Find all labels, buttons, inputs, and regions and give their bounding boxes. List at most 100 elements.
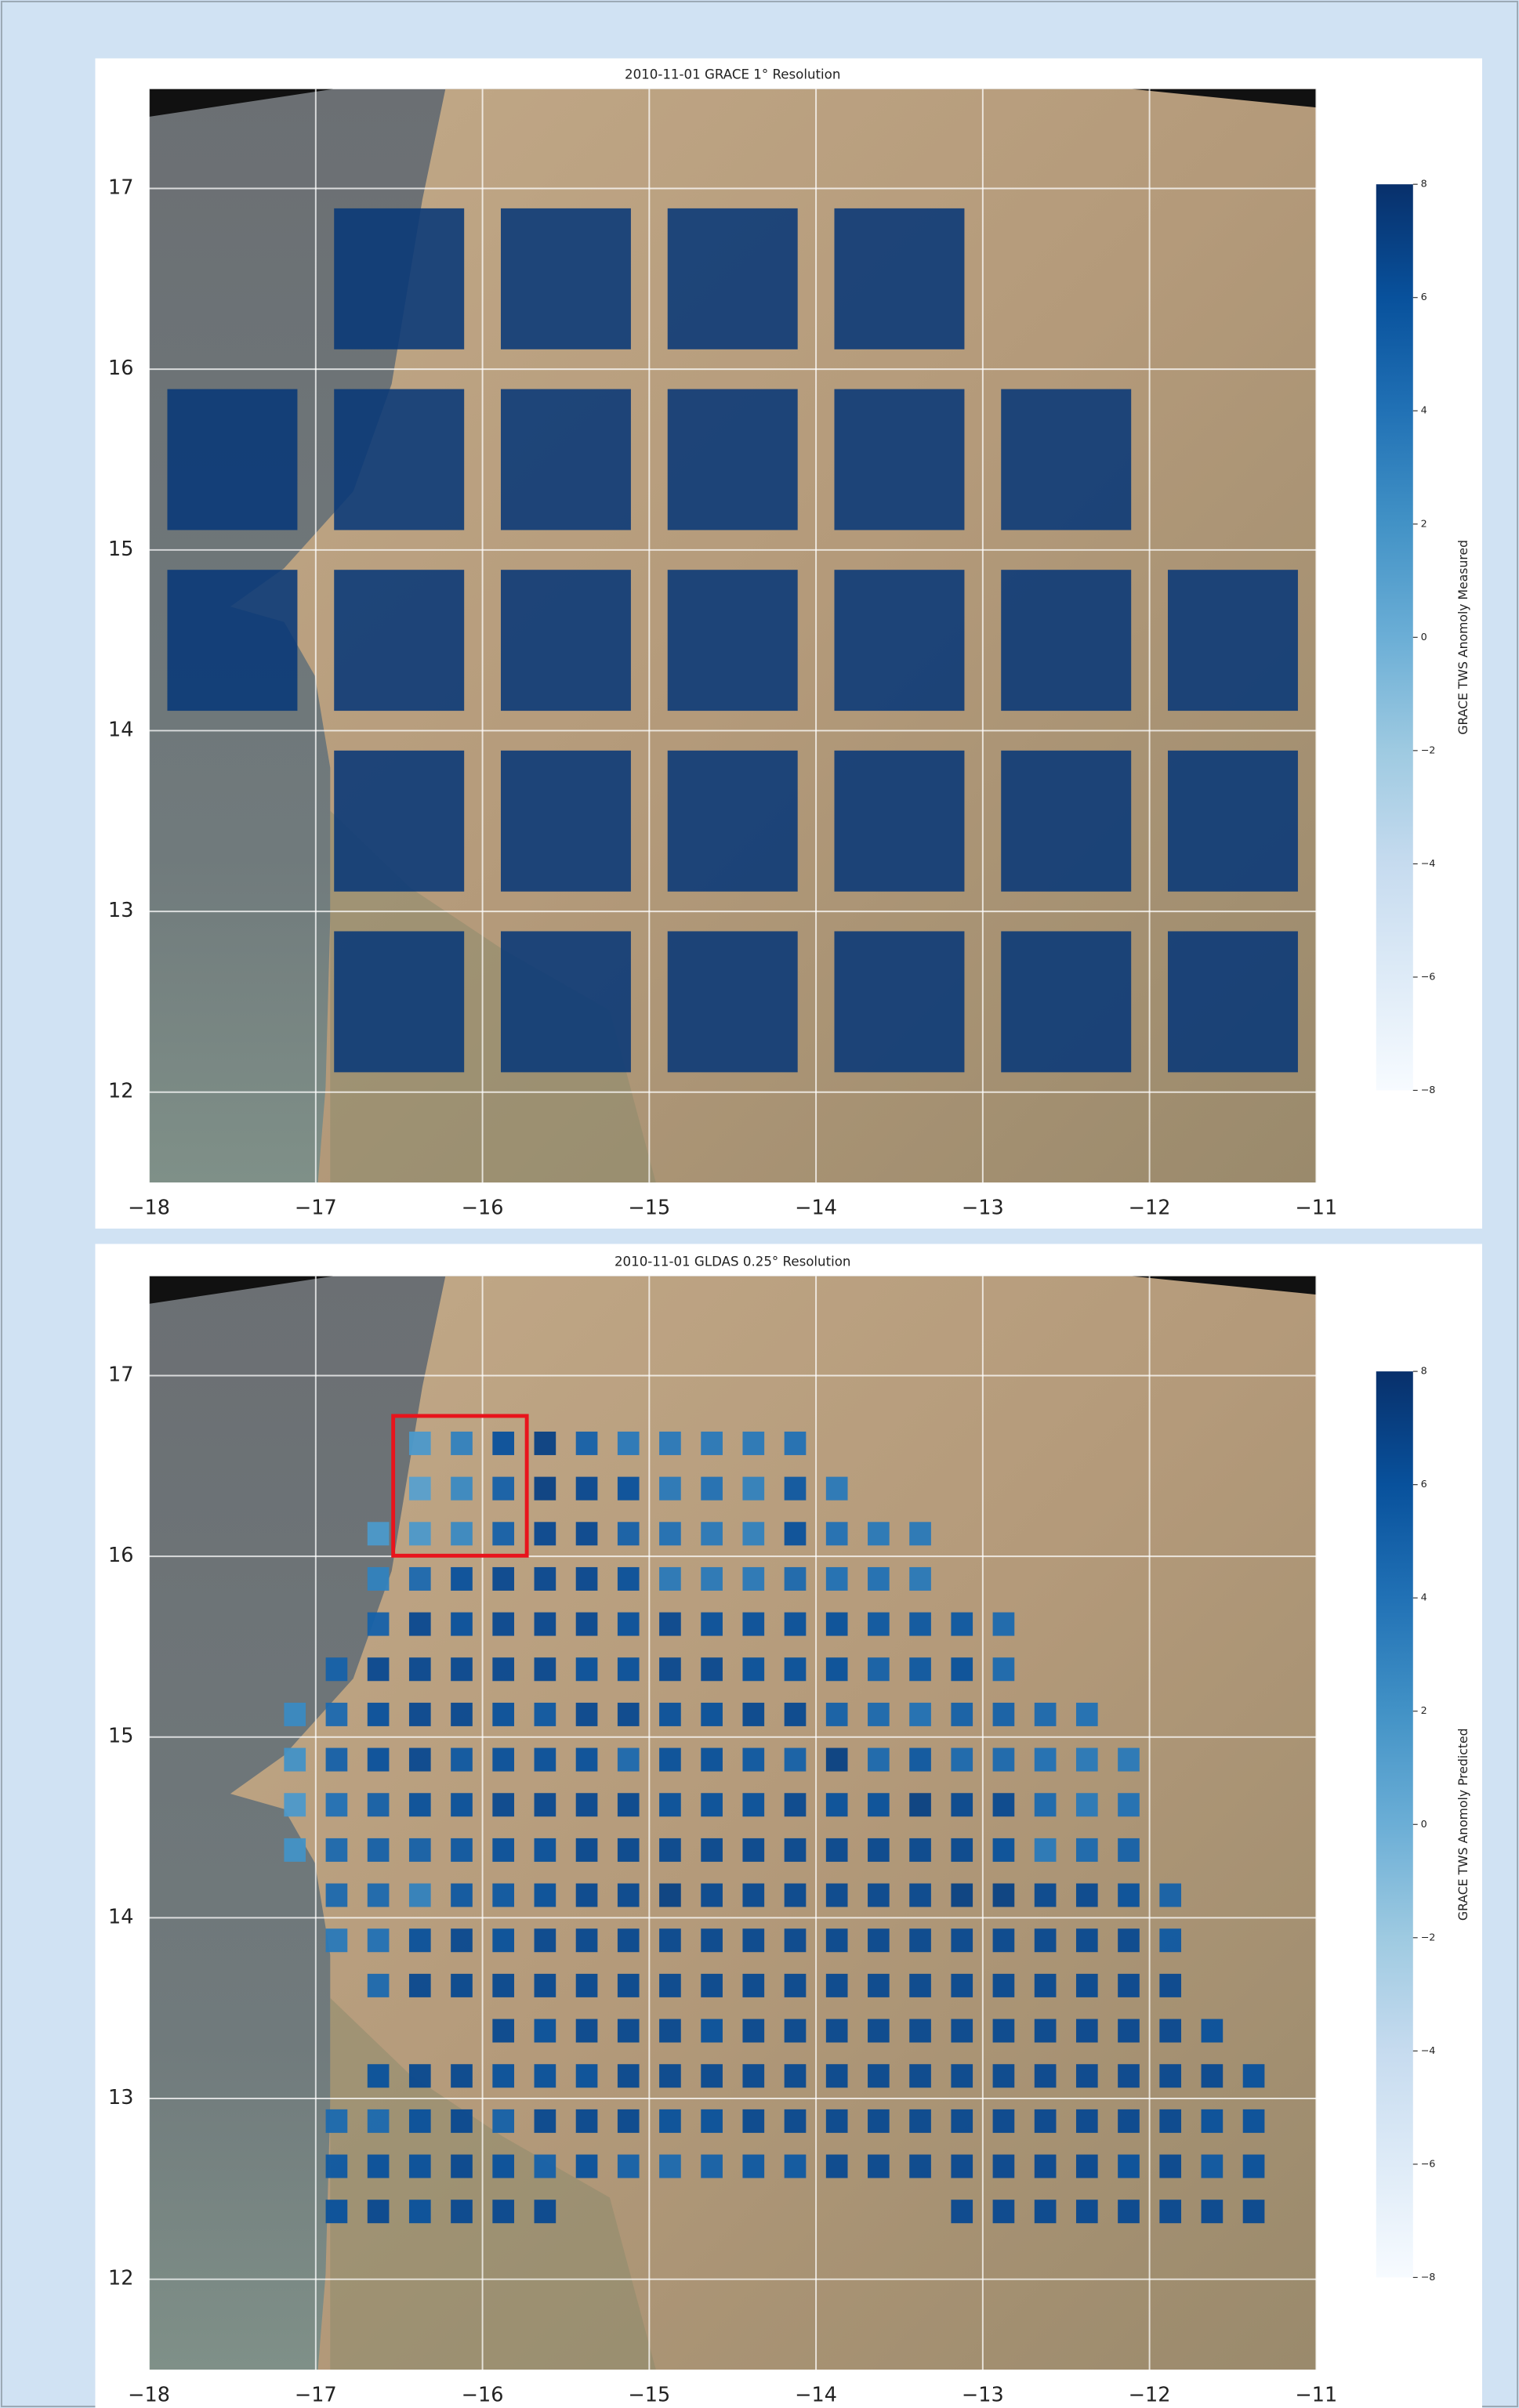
grid-cell — [576, 1884, 598, 1907]
grid-cell — [535, 2155, 556, 2178]
grid-cell — [535, 1657, 556, 1681]
grid-cell — [993, 1613, 1015, 1636]
colorbar-tick-label: −6 — [1421, 971, 1436, 983]
grid-cell — [618, 1974, 640, 1997]
grid-cell — [868, 1793, 890, 1816]
grid-cell — [742, 1657, 764, 1681]
grid-cell — [492, 1974, 514, 1997]
grid-cell — [334, 931, 464, 1072]
grid-cell — [409, 1477, 431, 1501]
grid-cell — [576, 1432, 598, 1455]
grid-cell — [701, 1748, 723, 1772]
grid-cell — [618, 1928, 640, 1952]
grid-cell — [742, 1522, 764, 1545]
page: 2010-11-01 GRACE 1° Resolution GRACE TWS… — [0, 0, 1519, 2408]
grid-cell — [659, 1477, 681, 1501]
grid-cell — [501, 389, 631, 530]
grid-cell — [1001, 570, 1131, 711]
y-tick-label: 16 — [108, 1544, 133, 1567]
grid-cell — [909, 1657, 931, 1681]
y-tick-label: 16 — [108, 357, 133, 380]
grid-cell — [618, 1613, 640, 1636]
grid-cell — [451, 1567, 473, 1591]
colorbar-label: GRACE TWS Anomoly Measured — [1456, 540, 1470, 735]
grid-cell — [334, 389, 464, 530]
grid-cell — [868, 1703, 890, 1726]
grid-cell — [167, 389, 297, 530]
grid-cell — [535, 2019, 556, 2043]
grid-cell — [326, 2200, 348, 2223]
basemap — [149, 1276, 1316, 2370]
grid-cell — [951, 1928, 973, 1952]
grid-cell — [993, 2200, 1015, 2223]
grid-cell — [492, 2155, 514, 2178]
grid-cell — [659, 1928, 681, 1952]
grid-cell — [535, 2200, 556, 2223]
grid-cell — [451, 2109, 473, 2133]
grid-cell — [993, 1793, 1015, 1816]
grid-cell — [868, 1838, 890, 1862]
grid-cell — [451, 1748, 473, 1772]
grid-cell — [1035, 1703, 1057, 1726]
grid-cell — [576, 1477, 598, 1501]
grid-cell — [284, 1703, 306, 1726]
grid-cell — [826, 1567, 848, 1591]
grid-cell — [576, 1613, 598, 1636]
grid-cell — [409, 1432, 431, 1455]
grid-cell — [826, 1884, 848, 1907]
grid-cell — [535, 1974, 556, 1997]
grid-cell — [1035, 1748, 1057, 1772]
grid-cell — [368, 1657, 390, 1681]
colorbar-tick-label: 2 — [1421, 1705, 1427, 1717]
grid-cell — [993, 2155, 1015, 2178]
grid-cell — [451, 1522, 473, 1545]
grid-cell — [535, 1432, 556, 1455]
grid-cell — [576, 1793, 598, 1816]
grid-cell — [409, 1657, 431, 1681]
grid-cell — [1076, 1974, 1098, 1997]
colorbar-tick-label: −6 — [1421, 2158, 1436, 2170]
grid-cell — [951, 1793, 973, 1816]
grid-cell — [826, 2155, 848, 2178]
grid-cell — [659, 1838, 681, 1862]
grid-cell — [409, 1703, 431, 1726]
grid-cell — [701, 1613, 723, 1636]
grid-cell — [659, 1613, 681, 1636]
grid-cell — [742, 1928, 764, 1952]
grid-cell — [1001, 751, 1131, 892]
grid-cell — [1118, 1974, 1140, 1997]
grid-cell — [492, 1477, 514, 1501]
grid-cell — [1159, 1884, 1181, 1907]
grid-cell — [618, 1793, 640, 1816]
grid-cell — [993, 2064, 1015, 2088]
colorbar-tick-label: −4 — [1421, 858, 1436, 870]
grid-cell — [1159, 2064, 1181, 2088]
grid-cell — [785, 2109, 807, 2133]
grid-cell — [951, 1703, 973, 1726]
y-tick-label: 13 — [108, 899, 133, 922]
grid-cell — [535, 1477, 556, 1501]
grid-cell — [701, 1567, 723, 1591]
grid-cell — [576, 1748, 598, 1772]
grid-cell — [326, 2109, 348, 2133]
grid-cell — [951, 1884, 973, 1907]
grid-cell — [785, 1928, 807, 1952]
grid-cell — [1076, 2109, 1098, 2133]
colorbar-tick-label: −4 — [1421, 2045, 1436, 2057]
grid-cell — [909, 2109, 931, 2133]
x-tick-label: −15 — [628, 2383, 670, 2406]
y-tick-label: 14 — [108, 718, 133, 741]
grid-cell — [951, 1657, 973, 1681]
grid-cell — [1118, 2200, 1140, 2223]
grid-cell — [701, 1432, 723, 1455]
grid-cell — [951, 1974, 973, 1997]
x-tick-label: −17 — [295, 1196, 337, 1219]
grid-cell — [659, 1522, 681, 1545]
grid-cell — [409, 2155, 431, 2178]
grid-cell — [576, 1522, 598, 1545]
grid-cell — [1202, 2109, 1224, 2133]
x-tick-label: −18 — [128, 1196, 170, 1219]
grid-cell — [742, 1567, 764, 1591]
grid-cell — [785, 2064, 807, 2088]
grid-cell — [284, 1793, 306, 1816]
